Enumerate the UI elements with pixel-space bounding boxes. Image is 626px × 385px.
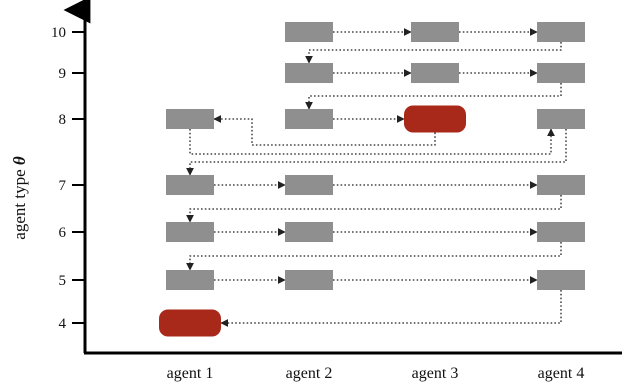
y-tick-label: 6	[59, 225, 67, 241]
type-block	[537, 109, 585, 129]
connector-arrows	[186, 28, 567, 327]
connector-arrow	[305, 42, 562, 64]
type-block	[285, 109, 333, 129]
y-axis-title: agent type θ	[10, 156, 29, 240]
type-block	[285, 270, 333, 290]
agent-label: agent 2	[286, 365, 333, 382]
type-block	[411, 63, 459, 83]
y-tick-label: 10	[51, 25, 66, 41]
connector-arrow	[186, 195, 562, 223]
type-block	[285, 63, 333, 83]
connector-arrow	[186, 242, 562, 271]
agent-label: agent 4	[538, 365, 585, 382]
connector-arrow	[220, 290, 562, 327]
y-tick-label: 8	[59, 112, 67, 128]
y-tick-label: 4	[59, 316, 67, 332]
type-block	[537, 175, 585, 195]
y-axis-ticks: 4 5 6 7 8 9 10	[51, 25, 85, 332]
x-axis-labels: agent 1 agent 2 agent 3 agent 4	[167, 365, 585, 382]
type-block	[537, 63, 585, 83]
y-tick-label: 5	[59, 273, 67, 289]
type-block	[411, 22, 459, 42]
agent-label: agent 1	[167, 365, 214, 382]
connector-arrow	[305, 83, 562, 110]
type-block	[285, 222, 333, 242]
highlight-block	[404, 105, 466, 133]
connector-arrow	[189, 128, 555, 155]
type-block	[285, 175, 333, 195]
type-block	[537, 222, 585, 242]
highlight-block	[159, 309, 221, 337]
type-block	[166, 175, 214, 195]
type-block	[166, 109, 214, 129]
type-block	[166, 270, 214, 290]
type-block	[537, 270, 585, 290]
connector-arrow	[186, 129, 567, 176]
type-block	[537, 22, 585, 42]
type-block	[166, 222, 214, 242]
y-tick-label: 7	[59, 178, 67, 194]
y-tick-label: 9	[59, 66, 67, 82]
connector-arrow	[213, 115, 436, 146]
type-block	[285, 22, 333, 42]
type-blocks	[159, 22, 585, 337]
agent-label: agent 3	[412, 365, 459, 382]
